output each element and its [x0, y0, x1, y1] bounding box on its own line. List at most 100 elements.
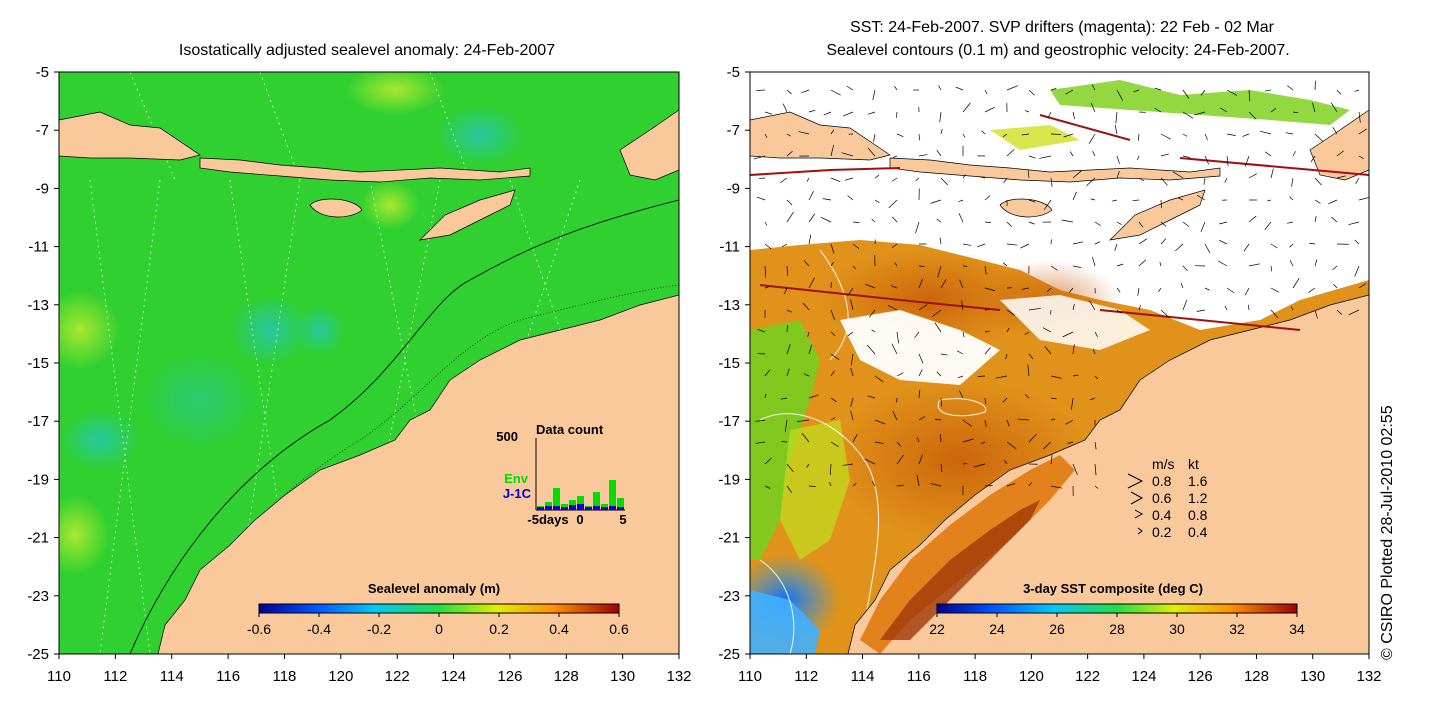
velocity-vector [764, 265, 767, 278]
velocity-vector [1265, 89, 1272, 92]
lat-tick-label: -25 [718, 646, 740, 663]
velocity-vector [1020, 243, 1030, 249]
sst-colorbar-title: 3-day SST composite (deg C) [1023, 581, 1203, 596]
velocity-vector [874, 375, 884, 383]
velocity-vector [962, 438, 974, 443]
velocity-vector [1314, 177, 1322, 186]
velocity-vector [981, 130, 986, 135]
colorbar-tick-label: 0 [435, 621, 443, 637]
velocity-vector [1289, 260, 1294, 267]
velocity-vector [1158, 287, 1162, 293]
inset-j1c-bar [553, 506, 560, 510]
velocity-vector [1028, 307, 1041, 311]
velocity-vector [896, 133, 904, 138]
velocity-vector [1116, 221, 1122, 225]
legend-row-ms: 0.8 [1152, 473, 1172, 489]
velocity-vector [1006, 483, 1016, 487]
inset-j1c-bar [609, 506, 616, 510]
velocity-vector [1050, 397, 1057, 400]
velocity-vector [984, 419, 987, 427]
velocity-vector [1336, 89, 1342, 95]
velocity-vector [891, 243, 898, 249]
velocity-vector [1021, 287, 1030, 290]
velocity-vector [830, 261, 834, 267]
lat-tick-label: -11 [719, 239, 740, 256]
velocity-vector [1292, 151, 1296, 157]
velocity-vector [874, 174, 880, 179]
velocity-vector [786, 368, 790, 377]
velocity-vector [1094, 221, 1101, 226]
lat-tick-label: -23 [27, 588, 49, 605]
lon-tick-label: 124 [441, 668, 466, 685]
velocity-vector [755, 419, 766, 422]
velocity-vector [1021, 133, 1030, 136]
velocity-vector [1264, 221, 1272, 230]
velocity-vector [962, 174, 966, 179]
right-panel-title-line1: SST: 24-Feb-2007. SVP drifters (magenta)… [850, 19, 1275, 36]
velocity-vector [1116, 309, 1122, 314]
velocity-vector [1291, 177, 1294, 187]
velocity-vector [764, 243, 772, 250]
velocity-vector [786, 89, 792, 95]
velocity-vector [1071, 397, 1074, 410]
velocity-vector [874, 419, 886, 425]
velocity-vector [847, 287, 854, 297]
velocity-vector [916, 474, 920, 487]
velocity-vector [939, 434, 942, 443]
velocity-vector [803, 373, 810, 377]
velocity-vector [1091, 84, 1096, 91]
velocity-vector [830, 331, 836, 336]
velocity-vector [1067, 441, 1074, 444]
velocity-vector [915, 221, 920, 234]
velocity-vector [1328, 199, 1338, 205]
velocity-vector [758, 177, 766, 179]
lon-tick-label: 124 [1131, 668, 1156, 685]
lat-tick-label: -13 [27, 297, 49, 314]
velocity-vector [1248, 263, 1260, 267]
velocity-vector [1069, 151, 1074, 157]
velocity-vector [867, 344, 876, 355]
lat-tick-label: -17 [718, 413, 740, 430]
velocity-vector [808, 344, 813, 355]
velocity-vector [977, 375, 986, 377]
velocity-vector [806, 177, 810, 182]
velocity-vector [888, 199, 898, 209]
legend-header-kt: kt [1188, 456, 1199, 472]
velocity-vector [786, 309, 792, 313]
velocity-vector [757, 328, 766, 333]
velocity-vector [1270, 309, 1279, 319]
velocity-vector [1160, 153, 1169, 157]
velocity-vector [1050, 375, 1062, 379]
velocity-vector [1194, 111, 1206, 116]
velocity-vector [1358, 283, 1367, 289]
lat-tick-label: -11 [28, 239, 49, 256]
velocity-vector [1180, 282, 1184, 289]
velocity-vector [896, 111, 898, 118]
lon-tick-label: 110 [47, 668, 71, 685]
velocity-vector [786, 133, 791, 137]
velocity-vector [1226, 89, 1238, 96]
velocity-vector [1248, 173, 1258, 179]
velocity-vector [1332, 127, 1338, 135]
velocity-vector [918, 416, 926, 421]
velocity-vector [850, 367, 854, 377]
velocity-vector [1160, 177, 1168, 186]
velocity-vector [1065, 89, 1074, 95]
velocity-vector [1138, 259, 1147, 267]
velocity-vector [852, 434, 858, 443]
lat-tick-label: -17 [27, 413, 49, 430]
velocity-vector [1003, 177, 1008, 184]
velocity-vector [984, 89, 988, 95]
velocity-vector [850, 410, 854, 421]
velocity-vector [1270, 108, 1277, 113]
velocity-vector [1358, 197, 1369, 201]
colorbar-tick-label: 0.6 [609, 621, 629, 637]
velocity-vector [764, 111, 773, 115]
velocity-vector [1002, 133, 1008, 138]
velocity-vector [1200, 221, 1206, 232]
velocity-vector [1005, 353, 1008, 360]
velocity-vector [1094, 241, 1101, 245]
velocity-vector [891, 343, 898, 355]
velocity-vector [1006, 221, 1012, 227]
velocity-vector [1132, 199, 1140, 202]
